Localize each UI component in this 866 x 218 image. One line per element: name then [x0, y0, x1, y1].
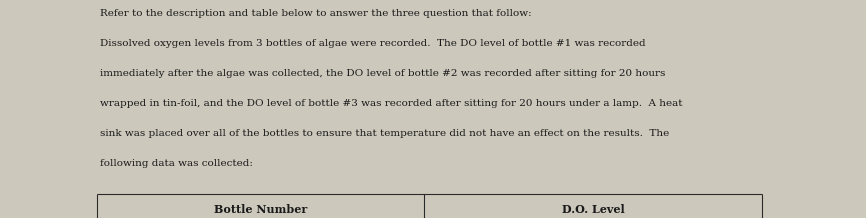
Text: Bottle Number: Bottle Number	[214, 204, 307, 215]
Text: following data was collected:: following data was collected:	[100, 159, 253, 168]
Text: Dissolved oxygen levels from 3 bottles of algae were recorded.  The DO level of : Dissolved oxygen levels from 3 bottles o…	[100, 39, 645, 48]
Text: sink was placed over all of the bottles to ensure that temperature did not have : sink was placed over all of the bottles …	[100, 129, 669, 138]
Text: wrapped in tin-foil, and the DO level of bottle #3 was recorded after sitting fo: wrapped in tin-foil, and the DO level of…	[100, 99, 682, 108]
Text: Refer to the description and table below to answer the three question that follo: Refer to the description and table below…	[100, 9, 531, 18]
Text: D.O. Level: D.O. Level	[562, 204, 624, 215]
Text: immediately after the algae was collected, the DO level of bottle #2 was recorde: immediately after the algae was collecte…	[100, 69, 665, 78]
